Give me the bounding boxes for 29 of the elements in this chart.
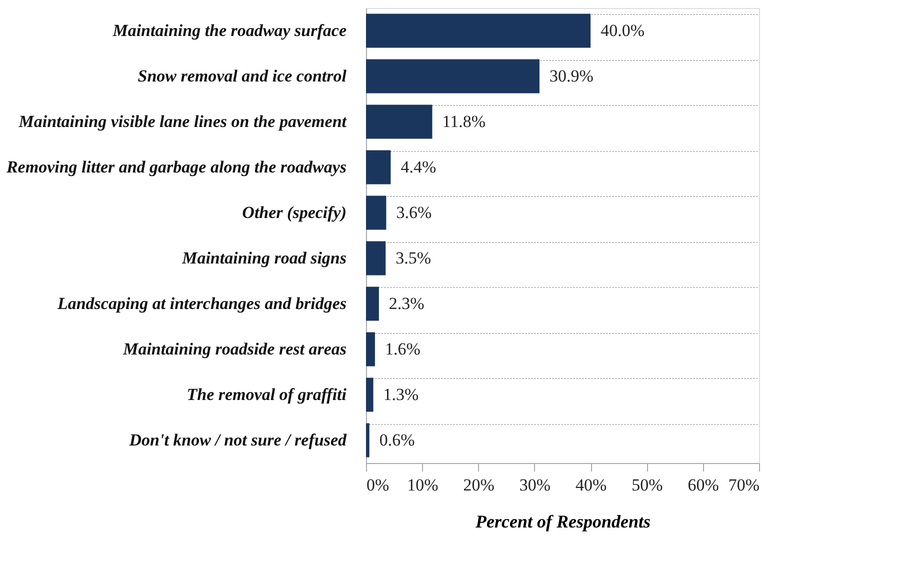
y-tick-label: Maintaining roadside rest areas [122,339,347,358]
data-label: 0.6% [379,430,415,450]
data-label: 3.5% [396,248,432,268]
y-tick-label: Snow removal and ice control [138,66,347,86]
y-tick-label: Don't know / not sure / refused [128,430,347,450]
y-tick-label: Maintaining the roadway surface [112,20,347,40]
y-tick-label: Other (specify) [242,202,346,222]
x-tick-label: 20% [463,476,494,494]
data-label: 1.3% [383,384,419,404]
x-tick-label: 40% [575,476,607,494]
x-tick-label: 60% [688,476,719,494]
data-label: 3.6% [396,202,432,222]
x-tick-label: 30% [519,476,551,494]
data-label: 2.3% [388,294,424,313]
x-tick-label: 70% [728,476,760,494]
data-label: 11.8% [442,112,486,131]
data-label: 4.4% [400,157,436,176]
data-label: 1.6% [384,339,420,358]
x-tick-label: 0% [366,476,390,494]
x-axis-title: Percent of Respondents [474,512,650,532]
x-tick-label: 50% [632,476,663,494]
y-tick-label: Maintaining road signs [181,248,347,268]
y-tick-label: The removal of graffiti [186,384,347,404]
y-tick-label: Landscaping at interchanges and bridges [56,294,347,313]
data-label: 30.9% [549,66,594,86]
x-tick-label: 10% [407,476,438,494]
y-tick-label: Maintaining visible lane lines on the pavement [18,112,348,131]
data-label: 40.0% [600,20,644,40]
y-tick-label: Removing litter and garbage along the roadways [5,157,347,176]
